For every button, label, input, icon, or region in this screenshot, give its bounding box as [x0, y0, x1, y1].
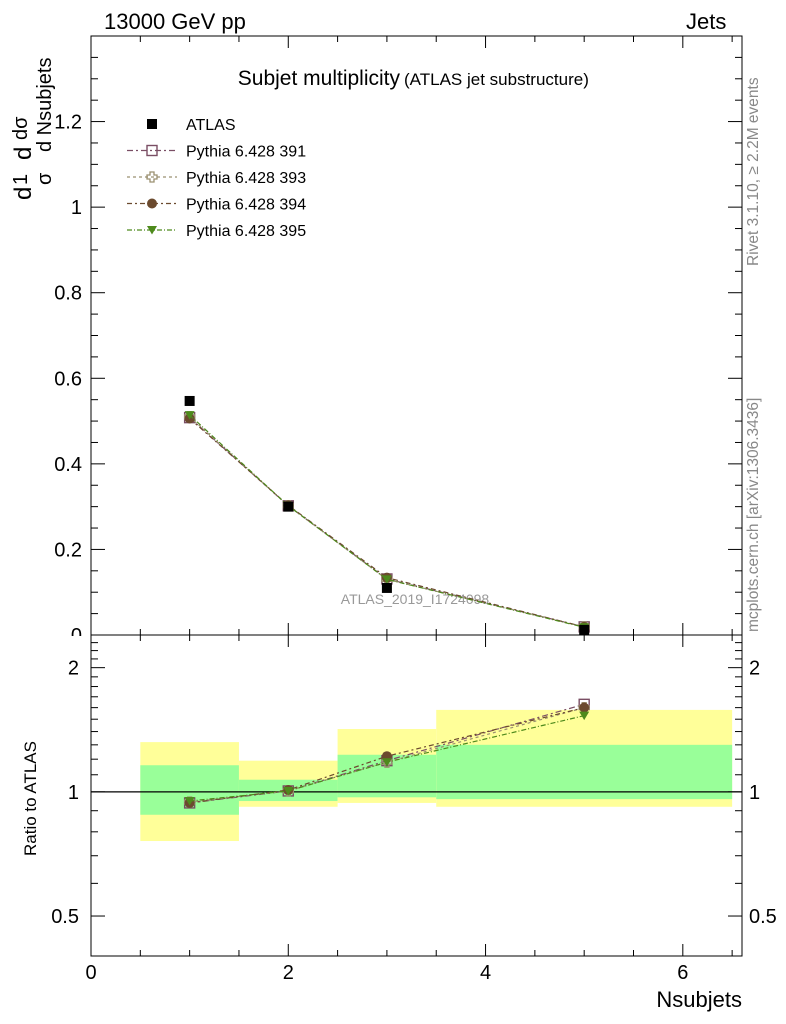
x-tick-label: 4: [480, 962, 491, 984]
x-axis-title: Nsubjets: [656, 987, 742, 1012]
legend-label-atlas: ATLAS: [186, 117, 236, 134]
atlas-data-point: [283, 501, 294, 512]
atlas-data-point: [184, 395, 195, 406]
ratio-y-tick-label-right: 0.5: [749, 906, 777, 928]
legend-label-0: Pythia 6.428 391: [186, 144, 306, 161]
ratio-y-tick-label-right: 1: [749, 782, 760, 804]
ratio-series-3-point: [579, 711, 590, 721]
ratio-plot-frame: [90, 634, 743, 957]
y-tick-label: 1: [71, 197, 82, 219]
ratio-series-3-point: [184, 797, 195, 806]
header-process: 13000 GeV pp: [104, 9, 246, 34]
ratio-series-line-0: [189, 703, 585, 804]
y-tick-label: 1.2: [54, 112, 82, 134]
x-tick-label: 2: [283, 962, 294, 984]
ratio-series-3-point: [283, 786, 294, 796]
header-category: Jets: [686, 9, 727, 34]
series-3-point: [184, 411, 195, 420]
ratio-series-3-point: [381, 758, 392, 767]
series-line-3: [189, 414, 585, 628]
atlas-data-point: [579, 624, 590, 635]
y-tick-label: 0.8: [54, 283, 82, 305]
legend-label-2: Pythia 6.428 394: [186, 197, 306, 214]
ratio-inner-band-3: [436, 744, 733, 800]
legend-label-1: Pythia 6.428 393: [186, 170, 306, 187]
x-tick-label: 0: [85, 962, 96, 984]
ratio-series-2-point: [579, 702, 590, 713]
ratio-y-tick-label-right: 2: [749, 658, 760, 680]
chart-subtitle: (ATLAS jet substructure): [404, 70, 589, 89]
chart-title: Subjet multiplicity: [238, 67, 401, 90]
y-tick-label: 0.2: [54, 539, 82, 561]
legend-marker-atlas: [147, 119, 157, 129]
ratio-y-tick-label: 1: [68, 782, 79, 804]
ratio-y-tick-label: 2: [68, 658, 79, 680]
legend-label-3: Pythia 6.428 395: [186, 223, 306, 240]
ratio-series-line-2: [189, 707, 585, 804]
ratio-y-tick-label: 0.5: [51, 906, 79, 928]
ratio-series-line-3: [189, 715, 585, 802]
x-tick-label: 6: [677, 962, 688, 984]
legend-marker-0: [146, 144, 158, 157]
legend-marker-1: [146, 171, 158, 183]
atlas-data-point: [381, 582, 392, 593]
y-tick-label: 0.4: [54, 454, 82, 476]
series-3-point: [381, 575, 392, 584]
y-tick-label: 0.6: [54, 368, 82, 390]
legend-marker-3: [147, 226, 157, 235]
legend-marker-2: [147, 198, 157, 209]
series-line-2: [189, 418, 585, 628]
zero-label-mask: [60, 636, 90, 644]
